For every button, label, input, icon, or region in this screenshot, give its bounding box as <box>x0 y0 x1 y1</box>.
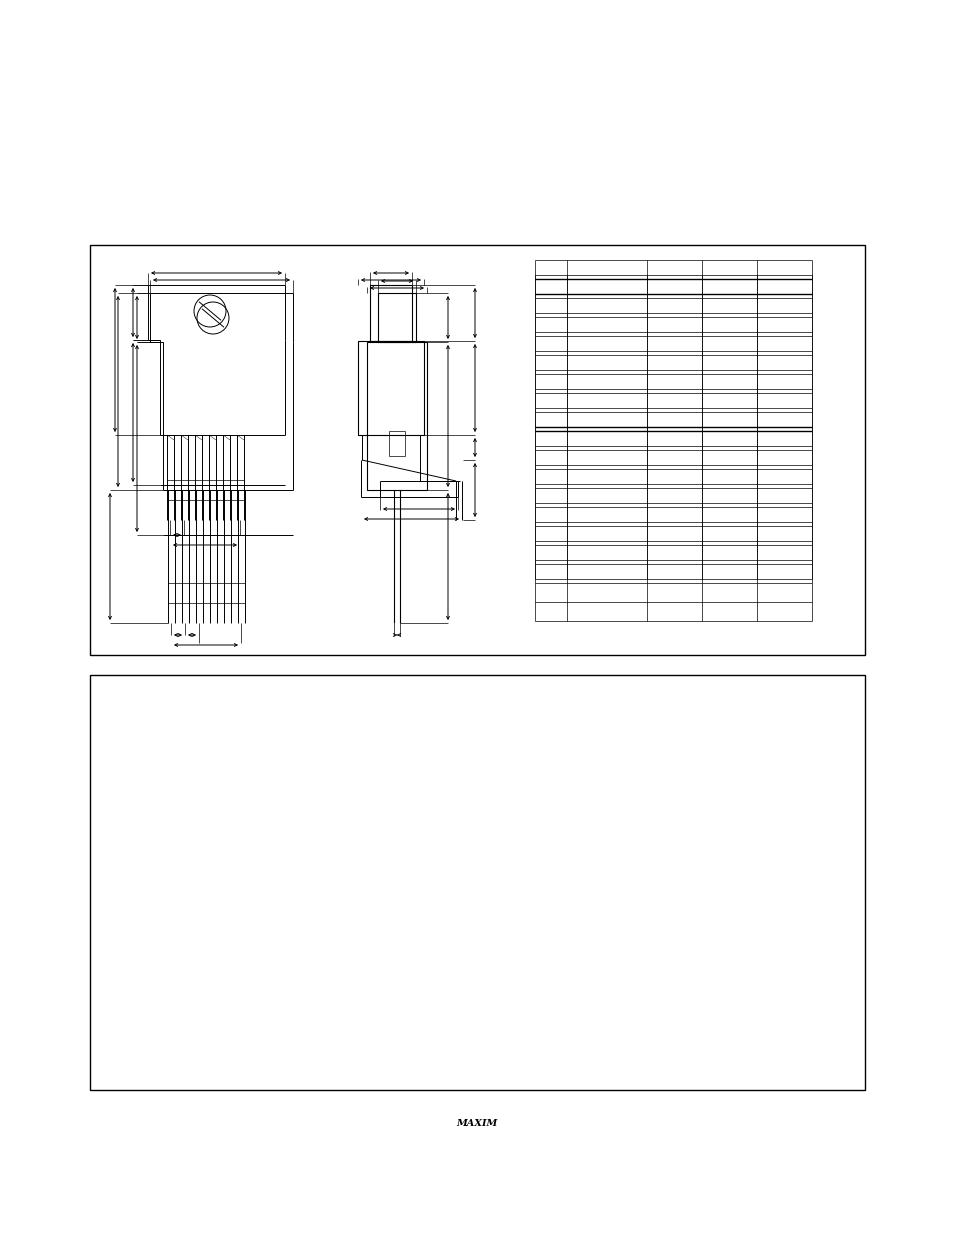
Bar <box>90 676 864 1091</box>
Bar <box>90 245 864 655</box>
Bar <box>377 293 416 342</box>
Bar <box>357 341 423 435</box>
Text: MAXIM: MAXIM <box>456 1119 497 1128</box>
Bar <box>367 342 427 490</box>
Bar <box>370 285 412 341</box>
